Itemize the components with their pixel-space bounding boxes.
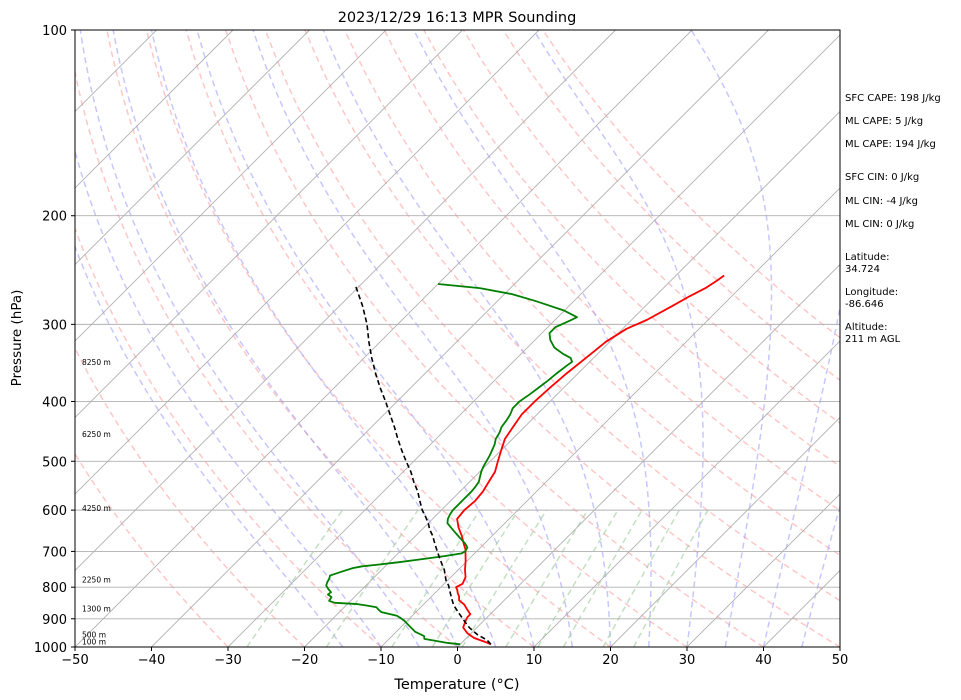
x-tick-label: 40 — [755, 653, 772, 668]
x-tick-label: 20 — [602, 653, 619, 668]
y-tick-label: 700 — [42, 545, 67, 560]
y-tick-label: 600 — [42, 504, 67, 519]
y-axis-ticks: 1000 900 800 700 600 500 400 300 200 100 — [34, 24, 75, 656]
moist-adiabat-line — [801, 503, 840, 647]
x-tick-label: 10 — [526, 653, 543, 668]
ml-cin-text: ML CIN: -4 J/kg — [845, 196, 918, 207]
height-label: 6250 m — [82, 430, 111, 439]
x-axis-ticks: −50 −40 −30 −20 −10 0 10 20 30 40 50 — [61, 647, 848, 668]
chart-title: 2023/12/29 16:13 MPR Sounding — [338, 10, 577, 26]
x-tick-label: −50 — [61, 653, 88, 668]
dry-adiabat-line — [343, 30, 840, 557]
isotherm-line — [227, 34, 840, 647]
altitude-text: Altitude: 211 m AGL — [845, 322, 901, 345]
y-tick-label: 800 — [42, 581, 67, 596]
y-tick-label: 900 — [42, 613, 67, 628]
dewpoint-trace — [325, 283, 578, 646]
parcel-trace — [354, 285, 492, 645]
height-label: 8250 m — [82, 358, 111, 367]
moist-adiabat-line — [690, 30, 773, 647]
dry-adiabat-line — [145, 30, 611, 647]
moist-adiabat-line — [533, 30, 704, 647]
isotherm-line — [380, 187, 840, 647]
latitude-text: Latitude: 34.724 — [845, 252, 890, 275]
moist-adiabat-line — [75, 244, 344, 647]
dry-adiabat-line — [423, 30, 840, 468]
dry-adiabat-line — [304, 30, 840, 602]
y-tick-label: 1000 — [34, 641, 67, 656]
isotherm-line — [75, 30, 387, 342]
moist-adiabat-line — [79, 30, 420, 647]
isotherm-line — [533, 340, 840, 647]
dry-adiabat-line — [264, 30, 840, 647]
mixing-ratio-line — [602, 509, 680, 647]
temperature-trace — [455, 274, 725, 646]
isotherm-line — [610, 416, 840, 647]
x-tick-label: −40 — [138, 653, 165, 668]
y-axis-label: Pressure (hPa) — [9, 290, 25, 387]
y-tick-label: 100 — [42, 24, 67, 39]
sfc-cape-text: SFC CAPE: 198 J/kg — [845, 93, 941, 104]
mixing-ratio-line — [562, 509, 643, 647]
height-label: 4250 m — [82, 504, 111, 513]
isotherm-line — [75, 30, 463, 419]
y-tick-label: 500 — [42, 455, 67, 470]
height-label: 2250 m — [82, 575, 111, 584]
moist-adiabat-line — [322, 30, 612, 647]
x-tick-label: −10 — [367, 653, 394, 668]
isotherm-line — [75, 30, 234, 189]
isotherm-line — [75, 30, 693, 647]
mixing-ratio-line — [246, 509, 344, 647]
mixing-ratio-line — [632, 509, 709, 647]
x-tick-label: −20 — [291, 653, 318, 668]
moist-adiabat-line — [75, 148, 382, 647]
sounding-traces — [325, 274, 725, 646]
moist-adiabat-line — [252, 30, 573, 647]
reference-lines — [75, 30, 840, 647]
x-axis-label: Temperature (°C) — [393, 677, 519, 693]
mixing-ratio-line — [505, 509, 589, 647]
x-tick-label: −30 — [214, 653, 241, 668]
dry-adiabat-line — [106, 30, 535, 647]
moist-adiabat-line — [112, 30, 459, 647]
dry-adiabat-line — [185, 30, 688, 647]
isotherm-line — [151, 30, 769, 647]
ml-cin-text-2: ML CIN: 0 J/kg — [845, 219, 915, 230]
dry-adiabat-line — [75, 68, 458, 647]
dry-adiabat-line — [75, 346, 306, 647]
ml-cape-text-2: ML CAPE: 194 J/kg — [845, 139, 936, 150]
mixing-ratio-line — [537, 509, 619, 647]
isotherm-line — [304, 110, 840, 647]
ml-cape-text: ML CAPE: 5 J/kg — [845, 116, 924, 127]
height-label: 100 m — [82, 638, 106, 647]
moist-adiabat-line — [196, 30, 535, 647]
height-label: 500 m — [82, 631, 106, 640]
x-tick-label: 30 — [679, 653, 696, 668]
isotherm-line — [457, 263, 840, 647]
y-tick-label: 400 — [42, 395, 67, 410]
dry-adiabat-line — [75, 226, 382, 647]
moist-adiabat-line — [413, 30, 652, 647]
y-tick-label: 200 — [42, 210, 67, 225]
moist-adiabat-line — [150, 30, 497, 647]
x-tick-label: 50 — [832, 653, 849, 668]
moist-adiabat-line — [762, 303, 840, 647]
isotherm-line — [75, 30, 540, 495]
sfc-cin-text: SFC CIN: 0 J/kg — [845, 172, 920, 183]
longitude-text: Longitude: -86.646 — [845, 287, 899, 310]
dry-adiabat-line — [75, 452, 229, 647]
x-tick-label: 0 — [453, 653, 461, 668]
isotherm-line — [75, 30, 616, 572]
isotherm-line — [686, 493, 840, 647]
isotherm-line — [75, 30, 310, 266]
dry-adiabat-line — [383, 30, 840, 512]
height-label: 1300 m — [82, 604, 111, 613]
y-tick-label: 300 — [42, 318, 67, 333]
